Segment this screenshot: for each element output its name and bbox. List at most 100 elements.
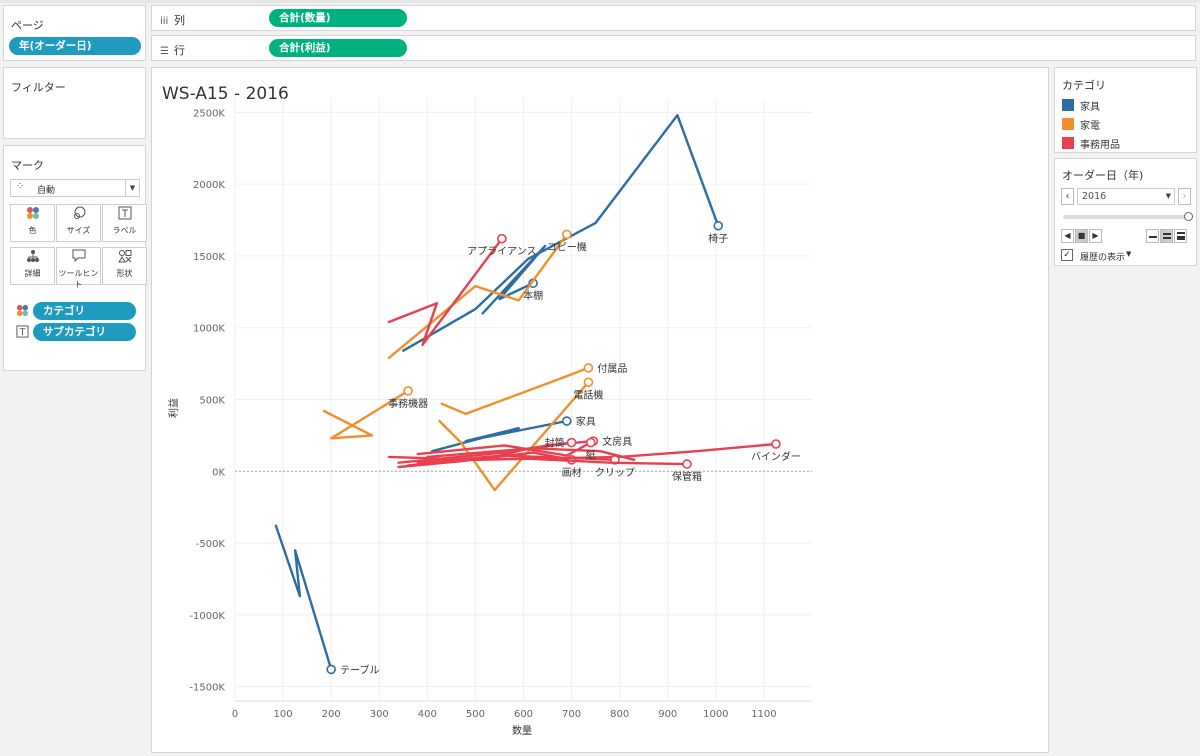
series-line[interactable]: [322, 389, 410, 440]
series-end-marker[interactable]: [713, 220, 724, 231]
marks-field-subcategory[interactable]: サブカテゴリ: [33, 323, 136, 341]
marks-detail-button[interactable]: 詳細: [10, 247, 55, 285]
series-line[interactable]: [387, 233, 568, 360]
series-end-marker[interactable]: [561, 416, 572, 426]
series-line[interactable]: [274, 524, 333, 671]
marks-pane: マーク ⁘ 自動 ▼ 色 サイズ ラベル 詳細 ツールヒント 形状 カテゴリ サ…: [3, 145, 147, 371]
marks-detail-label: 詳細: [24, 269, 41, 278]
series-line[interactable]: [440, 366, 590, 416]
year-dropdown[interactable]: 2016 ▼: [1077, 188, 1175, 205]
series-end-marker[interactable]: [771, 439, 781, 449]
columns-pill-quantity[interactable]: 合計(数量): [269, 9, 407, 27]
y-axis-title: 利益: [167, 398, 180, 418]
next-page-button[interactable]: ›: [1178, 188, 1191, 205]
chart-svg[interactable]: WS-A15 - 2016 0 100 200 300 400 500 600 700 800 9…: [152, 68, 1048, 752]
show-history-label[interactable]: 履歴の表示: [1080, 253, 1126, 263]
x-tick-label: 600: [514, 709, 533, 720]
step-back-button[interactable]: ◀: [1061, 229, 1074, 243]
rows-shelf[interactable]: ☰ 行 合計(利益): [151, 35, 1196, 61]
view-pane: WS-A15 - 2016 0 100 200 300 400 500 600 700 800 9…: [151, 67, 1049, 753]
pages-pane: ページ 年(オーダー日): [3, 5, 146, 61]
marks-field-category[interactable]: カテゴリ: [33, 302, 136, 320]
series-line[interactable]: [402, 114, 720, 352]
speed-fast-icon: [1176, 232, 1185, 240]
series-end-marker[interactable]: [403, 386, 413, 396]
x-tick-label: 400: [418, 709, 437, 720]
columns-shelf-label: iii 列: [160, 12, 185, 28]
show-history-dropdown-icon[interactable]: ▼: [1126, 250, 1132, 258]
x-tick-label: 100: [274, 709, 293, 720]
prev-page-button[interactable]: ‹: [1061, 188, 1074, 205]
filters-pane[interactable]: フィルター: [3, 67, 146, 139]
pages-pill-year[interactable]: 年(オーダー日): [9, 37, 141, 55]
series-end-marker[interactable]: [497, 233, 507, 244]
legend-swatch-appliances: [1062, 118, 1074, 130]
rows-icon: ☰: [160, 46, 169, 57]
series-label: 家具: [576, 415, 596, 428]
marks-label-button[interactable]: ラベル: [102, 204, 147, 242]
marks-color-button[interactable]: 色: [10, 204, 55, 242]
y-tick-label: 2000K: [193, 180, 225, 191]
rows-pill-profit[interactable]: 合計(利益): [269, 39, 407, 57]
x-tick-label: 500: [466, 709, 485, 720]
series-end-marker[interactable]: [561, 229, 572, 240]
page-control-pane: オーダー日（年) ‹ 2016 ▼ › ◀ ■ ▶ ✓ 履歴の表示 ▼: [1054, 158, 1197, 266]
series-line[interactable]: [438, 381, 590, 492]
chart-title: WS-A15 - 2016: [162, 84, 289, 104]
page-slider-handle[interactable]: [1184, 212, 1193, 221]
speed-medium-button[interactable]: [1160, 229, 1173, 243]
legend-pane: カテゴリ 家具 家電 事務用品: [1054, 67, 1197, 153]
series-end-marker[interactable]: [566, 437, 577, 448]
legend-swatch-office-supplies: [1062, 137, 1074, 149]
x-tick-label: 1100: [751, 709, 776, 720]
series-label: 画材: [562, 466, 582, 479]
size-icon: [57, 205, 100, 225]
color-icon: [16, 304, 29, 320]
mark-type-dropdown[interactable]: ⁘ 自動 ▼: [10, 179, 140, 197]
x-tick-label: 900: [658, 709, 677, 720]
y-tick-label: 1000K: [193, 324, 225, 335]
series-line[interactable]: [481, 244, 547, 315]
series-end-marker[interactable]: [583, 363, 594, 373]
speed-slow-button[interactable]: [1146, 229, 1159, 243]
series-line[interactable]: [416, 441, 592, 457]
series-end-marker[interactable]: [326, 664, 336, 675]
marks-pane-title: マーク: [11, 159, 44, 172]
y-tick-label: -1500K: [189, 683, 225, 694]
series-end-marker[interactable]: [682, 459, 692, 469]
marks-tooltip-button[interactable]: ツールヒント: [56, 247, 101, 289]
step-forward-button[interactable]: ▶: [1089, 229, 1102, 243]
series-label: 付属品: [597, 362, 627, 375]
x-tick-label: 300: [370, 709, 389, 720]
series-line[interactable]: [430, 419, 568, 453]
marks-tooltip-label: ツールヒント: [58, 269, 99, 289]
y-tick-label: 1500K: [193, 252, 225, 263]
series-layer[interactable]: [274, 114, 781, 675]
columns-shelf[interactable]: iii 列 合計(数量): [151, 5, 1196, 31]
series-label: 封筒: [545, 437, 565, 450]
marks-shape-label: 形状: [116, 269, 133, 278]
speed-fast-button[interactable]: [1174, 229, 1187, 243]
marks-size-button[interactable]: サイズ: [56, 204, 101, 242]
series-end-marker[interactable]: [586, 437, 596, 448]
stop-button[interactable]: ■: [1075, 229, 1088, 243]
speed-slow-icon: [1148, 236, 1157, 238]
filters-pane-title: フィルター: [11, 81, 66, 94]
y-tick-label: -1000K: [189, 611, 225, 622]
series-label: テーブル: [340, 663, 379, 676]
show-history-checkbox[interactable]: ✓: [1061, 249, 1073, 261]
top-strip: [0, 0, 1200, 3]
series-label: 椅子: [708, 232, 728, 245]
mark-type-value: 自動: [37, 186, 56, 196]
series-line[interactable]: [387, 237, 504, 347]
series-end-marker[interactable]: [583, 377, 594, 388]
series-line[interactable]: [421, 457, 689, 466]
y-tick-label: 2500K: [193, 108, 225, 119]
chevron-down-icon: ▼: [1165, 192, 1171, 200]
x-axis-title: 数量: [512, 724, 532, 737]
series-line[interactable]: [426, 447, 636, 461]
marks-shape-button[interactable]: 形状: [102, 247, 147, 285]
page-slider[interactable]: [1063, 212, 1193, 221]
marks-label-label: ラベル: [112, 226, 137, 235]
